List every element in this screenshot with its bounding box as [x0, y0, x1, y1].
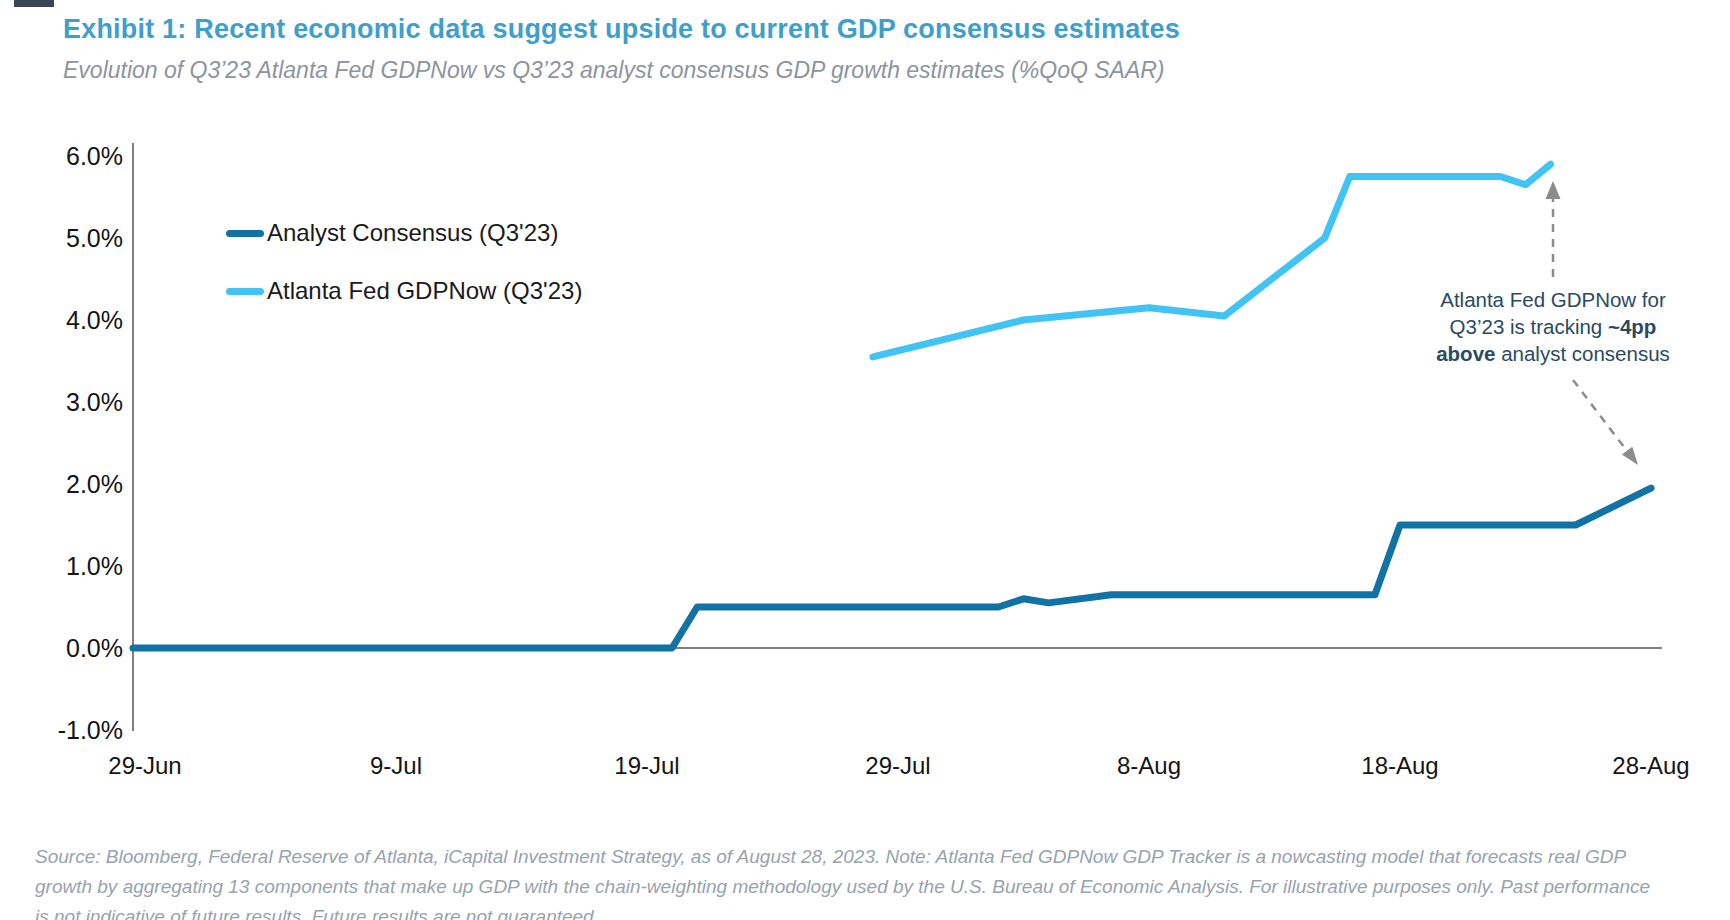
gdpnow-line-swatch-icon: [226, 288, 264, 295]
y-tick-label: 0.0%: [66, 634, 123, 662]
source-note-line: Source: Bloomberg, Federal Reserve of At…: [35, 842, 1705, 872]
arrow-down-head-icon: [1622, 447, 1638, 465]
y-tick-label: 3.0%: [66, 388, 123, 416]
arrow-down-dashed-line: [1573, 380, 1627, 451]
y-tick-label: 1.0%: [66, 552, 123, 580]
legend-item-analyst-consensus: Analyst Consensus (Q3'23): [226, 219, 582, 247]
x-tick-label: 29-Jun: [108, 752, 181, 779]
x-tick-label: 29-Jul: [865, 752, 930, 779]
y-tick-label: -1.0%: [58, 716, 123, 744]
arrow-up-head-icon: [1546, 181, 1561, 199]
source-note-line: growth by aggregating 13 components that…: [35, 872, 1705, 902]
source-note: Source: Bloomberg, Federal Reserve of At…: [35, 842, 1705, 920]
x-tick-label: 18-Aug: [1361, 752, 1438, 779]
legend-label: Analyst Consensus (Q3'23): [267, 219, 558, 247]
y-tick-label: 4.0%: [66, 306, 123, 334]
x-tick-label: 28-Aug: [1612, 752, 1689, 779]
gdpnow-gap-annotation: Atlanta Fed GDPNow for Q3’23 is tracking…: [1427, 286, 1679, 367]
legend-label: Atlanta Fed GDPNow (Q3'23): [267, 277, 582, 305]
series-line-analyst-consensus-q3-23: [133, 488, 1651, 648]
annotation-text: analyst consensus: [1495, 342, 1669, 365]
legend-item-atlanta-fed-gdpnow: Atlanta Fed GDPNow (Q3'23): [226, 277, 582, 305]
consensus-line-swatch-icon: [226, 230, 264, 237]
source-note-line: is not indicative of future results. Fut…: [35, 902, 1705, 920]
gdp-line-chart: 6.0% 5.0% 4.0% 3.0% 2.0% 1.0% 0.0% -1.0% 29-Jun 9…: [0, 0, 1730, 920]
y-tick-label: 6.0%: [66, 142, 123, 170]
x-tick-label: 8-Aug: [1117, 752, 1181, 779]
chart-legend: Analyst Consensus (Q3'23) Atlanta Fed GD…: [226, 219, 582, 335]
x-tick-label: 19-Jul: [614, 752, 679, 779]
x-tick-label: 9-Jul: [370, 752, 422, 779]
y-tick-label: 2.0%: [66, 470, 123, 498]
y-tick-label: 5.0%: [66, 224, 123, 252]
exhibit-page: Exhibit 1: Recent economic data suggest …: [0, 0, 1730, 920]
